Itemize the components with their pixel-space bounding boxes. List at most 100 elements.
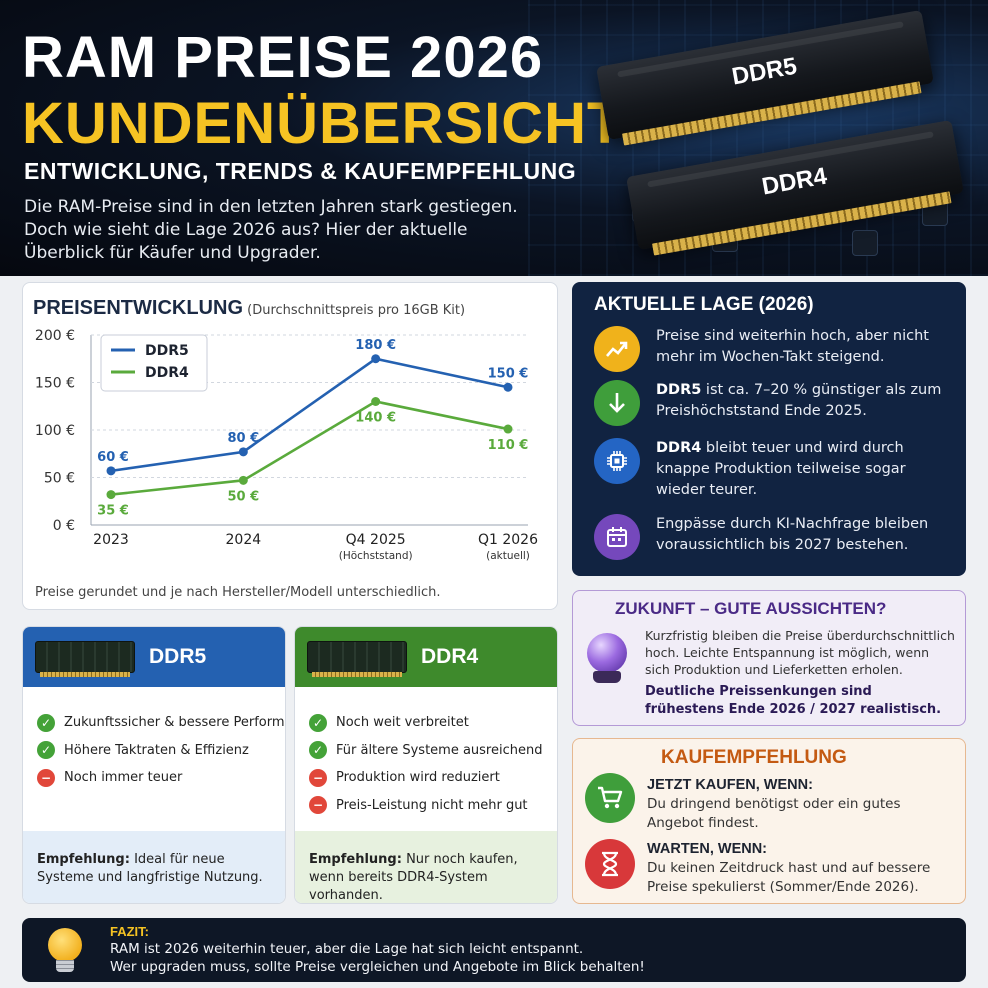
ram-module-icon bbox=[307, 641, 407, 677]
data-point-ddr5 bbox=[371, 354, 381, 364]
situation-body: ist ca. 7–20 % günstiger als zum Preishö… bbox=[656, 382, 942, 419]
shopping-cart-icon bbox=[585, 773, 635, 823]
feature-text: Preis-Leistung nicht mehr gut bbox=[336, 797, 528, 813]
series-line-ddr4 bbox=[110, 400, 509, 496]
feature-text: Produktion wird reduziert bbox=[336, 770, 500, 786]
legend-label: DDR4 bbox=[145, 365, 189, 381]
feature-text: Für ältere Systeme ausreichend bbox=[336, 742, 543, 758]
chart-footnote: Preise gerundet und je nach Hersteller/M… bbox=[35, 585, 441, 600]
recommendation-text: Nur noch kaufen, wenn bereits DDR4-Syste… bbox=[309, 852, 518, 903]
buying-recommendation-card: KAUFEMPFEHLUNG JETZT KAUFEN, WENN: Du dr… bbox=[572, 738, 966, 904]
y-tick-label: 150 € bbox=[35, 376, 75, 392]
wait-text: Du keinen Zeitdruck hast und auf bessere… bbox=[647, 860, 931, 895]
price-line-chart: 0 € 50 € 100 € 150 € 200 € 2023 2024 Q4 2025 (Hö… bbox=[35, 328, 538, 562]
buying-recommendation-title: KAUFEMPFEHLUNG bbox=[661, 747, 847, 768]
chip-icon bbox=[594, 438, 640, 484]
page-title: RAM PREISE 2026 bbox=[22, 25, 544, 90]
price-chart-card: PREISENTWICKLUNG (Durchschnittspreis pro… bbox=[22, 282, 558, 610]
buy-now-heading: JETZT KAUFEN, WENN: bbox=[647, 777, 813, 793]
situation-item: Engpässe durch KI-Nachfrage bleiben vora… bbox=[594, 514, 954, 560]
situation-highlight: DDR4 bbox=[656, 440, 702, 456]
x-tick-label: Q1 2026 bbox=[478, 532, 538, 548]
chart-title-suffix: (Durchschnittspreis pro 16GB Kit) bbox=[247, 303, 466, 318]
situation-item: DDR5 ist ca. 7–20 % günstiger als zum Pr… bbox=[594, 380, 954, 426]
minus-icon: − bbox=[309, 796, 327, 815]
page-subtitle: ENTWICKLUNG, TRENDS & KAUFEMPFEHLUNG bbox=[24, 158, 577, 184]
ddr4-card-header: DDR4 bbox=[295, 627, 557, 687]
lightbulb-base bbox=[56, 960, 74, 972]
data-point-ddr5 bbox=[503, 382, 513, 392]
check-icon: ✓ bbox=[309, 713, 327, 732]
conclusion-text: RAM ist 2026 weiterhin teuer, aber die L… bbox=[110, 940, 950, 976]
situation-item: DDR4 bleibt teuer und wird durch knappe … bbox=[594, 438, 954, 501]
x-tick-sublabel: (Höchststand) bbox=[339, 550, 413, 562]
feature-text: Noch weit verbreitet bbox=[336, 715, 469, 731]
situation-text: Engpässe durch KI-Nachfrage bleiben vora… bbox=[656, 514, 954, 556]
trend-up-icon bbox=[594, 326, 640, 372]
ddr4-recommendation: Empfehlung: Nur noch kaufen, wenn bereit… bbox=[295, 831, 557, 903]
situation-body: Preise sind weiterhin hoch, aber nicht m… bbox=[656, 328, 929, 365]
pro-item: ✓ Zukunftssicher & bessere Performance bbox=[37, 709, 285, 737]
wait-heading: WARTEN, WENN: bbox=[647, 841, 768, 857]
feature-text: Zukunftssicher & bessere Performance bbox=[64, 715, 285, 731]
situation-highlight: DDR5 bbox=[656, 382, 702, 398]
data-point-ddr4 bbox=[503, 424, 513, 434]
current-situation-title: AKTUELLE LAGE (2026) bbox=[594, 294, 814, 315]
recommendation-label: Empfehlung: bbox=[309, 852, 402, 867]
x-tick-sublabel: (aktuell) bbox=[486, 550, 530, 562]
buy-now-text: Du dringend benötigst oder ein gutes Ang… bbox=[647, 796, 901, 831]
chart-legend: DDR5 DDR4 bbox=[100, 334, 208, 392]
legend-label: DDR5 bbox=[145, 343, 189, 359]
con-item: − Produktion wird reduziert bbox=[309, 764, 557, 792]
future-outlook-title: ZUKUNFT – GUTE AUSSICHTEN? bbox=[615, 599, 887, 618]
y-tick-label: 100 € bbox=[35, 423, 75, 439]
ddr5-card-title: DDR5 bbox=[149, 645, 207, 668]
future-outlook-text: Kurzfristig bleiben die Preise überdurch… bbox=[645, 628, 955, 677]
data-point-ddr4 bbox=[238, 475, 248, 485]
conclusion-line-2: Wer upgraden muss, sollte Preise verglei… bbox=[110, 959, 645, 975]
data-label: 180 € bbox=[355, 338, 396, 353]
data-label: 150 € bbox=[488, 366, 529, 381]
hero-header: RAM PREISE 2026 KUNDENÜBERSICHT ENTWICKL… bbox=[0, 0, 988, 276]
current-situation-card: AKTUELLE LAGE (2026) Preise sind weiterh… bbox=[572, 282, 966, 576]
minus-icon: − bbox=[309, 768, 327, 787]
series-line-ddr5 bbox=[110, 357, 509, 473]
pro-item: ✓ Noch weit verbreitet bbox=[309, 709, 557, 737]
ram-module-icon bbox=[35, 641, 135, 677]
check-icon: ✓ bbox=[309, 741, 327, 760]
con-item: − Preis-Leistung nicht mehr gut bbox=[309, 792, 557, 820]
x-tick-label: 2023 bbox=[93, 532, 129, 548]
data-point-ddr5 bbox=[238, 447, 248, 457]
conclusion-banner: FAZIT: RAM ist 2026 weiterhin teuer, abe… bbox=[22, 918, 966, 982]
ddr5-feature-list: ✓ Zukunftssicher & bessere Performance ✓ Hö… bbox=[37, 709, 285, 792]
chart-title-main: PREISENTWICKLUNG bbox=[33, 297, 243, 319]
ddr5-recommendation: Empfehlung: Ideal für neue Systeme und l… bbox=[23, 831, 285, 903]
recommendation-text: Ideal für neue Systeme und langfristige … bbox=[37, 852, 263, 885]
con-item: − Noch immer teuer bbox=[37, 764, 285, 792]
ddr4-feature-list: ✓ Noch weit verbreitet ✓ Für ältere Systeme… bbox=[309, 709, 557, 820]
pro-item: ✓ Höhere Taktraten & Effizienz bbox=[37, 737, 285, 765]
board-chip bbox=[852, 230, 878, 256]
feature-text: Höhere Taktraten & Effizienz bbox=[64, 742, 249, 758]
situation-item: Preise sind weiterhin hoch, aber nicht m… bbox=[594, 326, 954, 372]
lightbulb-icon bbox=[48, 928, 82, 962]
check-icon: ✓ bbox=[37, 713, 55, 732]
conclusion-line-1: RAM ist 2026 weiterhin teuer, aber die L… bbox=[110, 941, 584, 957]
x-tick-label: Q4 2025 bbox=[346, 532, 406, 548]
intro-text: Die RAM-Preise sind in den letzten Jahre… bbox=[24, 197, 518, 263]
minus-icon: − bbox=[37, 768, 55, 787]
feature-text: Noch immer teuer bbox=[64, 770, 183, 786]
y-tick-label: 200 € bbox=[35, 328, 75, 344]
ddr5-card: DDR5 ✓ Zukunftssicher & bessere Performan… bbox=[22, 626, 286, 904]
data-point-ddr4 bbox=[106, 490, 116, 500]
conclusion-title: FAZIT: bbox=[110, 924, 149, 939]
crystal-ball-icon bbox=[587, 633, 627, 673]
situation-body: Engpässe durch KI-Nachfrage bleiben vora… bbox=[656, 516, 929, 553]
data-label: 60 € bbox=[97, 450, 129, 465]
situation-text: DDR5 ist ca. 7–20 % günstiger als zum Pr… bbox=[656, 380, 954, 422]
data-label: 80 € bbox=[227, 431, 259, 446]
data-label: 110 € bbox=[488, 438, 529, 453]
pro-item: ✓ Für ältere Systeme ausreichend bbox=[309, 737, 557, 765]
y-tick-label: 50 € bbox=[44, 471, 75, 487]
situation-body: bleibt teuer und wird durch knappe Produ… bbox=[656, 440, 906, 498]
